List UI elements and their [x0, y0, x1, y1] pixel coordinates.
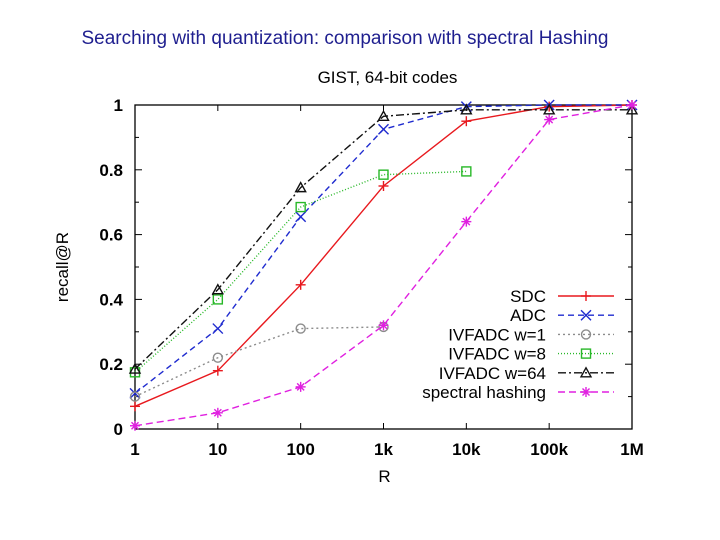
plot-frame — [134, 104, 633, 430]
y-tick-label: 1 — [114, 96, 123, 115]
data-point-ivfadc-w-8 — [295, 201, 306, 213]
y-tick-label: 0 — [114, 420, 123, 439]
data-point-spectral-hashing — [378, 320, 389, 331]
data-point-spectral-hashing — [627, 100, 637, 110]
data-point-ivfadc-w-64 — [625, 103, 639, 115]
series-line-ivfadc-w-64 — [134, 109, 632, 370]
legend-label-spectral-hashing: spectral hashing — [422, 383, 546, 402]
data-point-spectral-hashing — [212, 407, 223, 418]
data-point-ivfadc-w-8 — [212, 294, 224, 305]
data-point-sdc — [461, 116, 472, 127]
data-point-ivfadc-w-64 — [211, 283, 225, 295]
legend-label-adc: ADC — [510, 306, 546, 325]
slide-title: Searching with quantization: comparison … — [81, 28, 609, 49]
x-tick-label: 1k — [374, 440, 393, 459]
legend-marker-ivfadc-w-64 — [579, 366, 593, 378]
series-line-ivfadc-w-1 — [134, 326, 384, 398]
legend-label-ivfadc-w-8: IVFADC w=8 — [448, 345, 546, 364]
data-point-ivfadc-w-64 — [377, 109, 390, 122]
legend-marker-spectral-hashing — [581, 387, 591, 397]
data-point-sdc — [212, 365, 223, 376]
data-point-adc — [129, 387, 141, 399]
series-line-spectral-hashing — [134, 104, 633, 427]
data-point-spectral-hashing — [544, 114, 555, 125]
chart-title: GIST, 64-bit codes — [318, 68, 458, 87]
data-point-spectral-hashing — [295, 381, 306, 392]
data-point-sdc — [130, 401, 140, 412]
x-tick-label: 1 — [130, 440, 139, 459]
y-axis-label: recall@R — [53, 232, 72, 302]
x-tick-label: 1M — [620, 440, 644, 459]
data-point-ivfadc-w-64 — [542, 103, 556, 115]
x-axis-label: R — [378, 467, 390, 486]
x-tick-label: 10k — [452, 440, 481, 459]
data-point-ivfadc-w-64 — [460, 103, 473, 115]
series-line-ivfadc-w-8 — [134, 170, 467, 373]
y-tick-label: 0.2 — [99, 355, 123, 374]
data-point-sdc — [544, 101, 555, 112]
legend-label-ivfadc-w-64: IVFADC w=64 — [439, 364, 546, 383]
x-tick-label: 100 — [286, 440, 314, 459]
legend-marker-ivfadc-w-1 — [580, 329, 592, 340]
legend-marker-adc — [580, 309, 592, 321]
data-point-adc — [212, 323, 224, 335]
data-point-ivfadc-w-1 — [212, 352, 224, 363]
data-point-spectral-hashing — [130, 420, 140, 431]
y-tick-label: 0.8 — [99, 161, 123, 180]
data-point-ivfadc-w-64 — [294, 181, 307, 193]
y-tick-label: 0.4 — [99, 290, 123, 309]
data-point-adc — [295, 211, 307, 223]
data-point-ivfadc-w-8 — [378, 169, 389, 180]
legend-label-ivfadc-w-1: IVFADC w=1 — [448, 325, 546, 344]
data-point-sdc — [295, 279, 306, 290]
data-point-sdc — [378, 181, 389, 191]
series-line-sdc — [134, 104, 633, 407]
data-point-ivfadc-w-8 — [461, 166, 472, 177]
data-point-spectral-hashing — [461, 216, 472, 227]
legend-marker-ivfadc-w-8 — [580, 348, 592, 359]
data-point-adc — [378, 123, 389, 135]
data-point-ivfadc-w-1 — [295, 323, 306, 334]
series-line-adc — [134, 104, 632, 394]
legend-marker-sdc — [581, 291, 591, 301]
x-tick-label: 100k — [530, 440, 568, 459]
y-tick-label: 0.6 — [99, 226, 123, 245]
x-tick-label: 10 — [208, 440, 227, 459]
legend-label-sdc: SDC — [510, 287, 546, 306]
data-point-ivfadc-w-1 — [129, 391, 141, 402]
data-point-ivfadc-w-64 — [128, 362, 142, 374]
